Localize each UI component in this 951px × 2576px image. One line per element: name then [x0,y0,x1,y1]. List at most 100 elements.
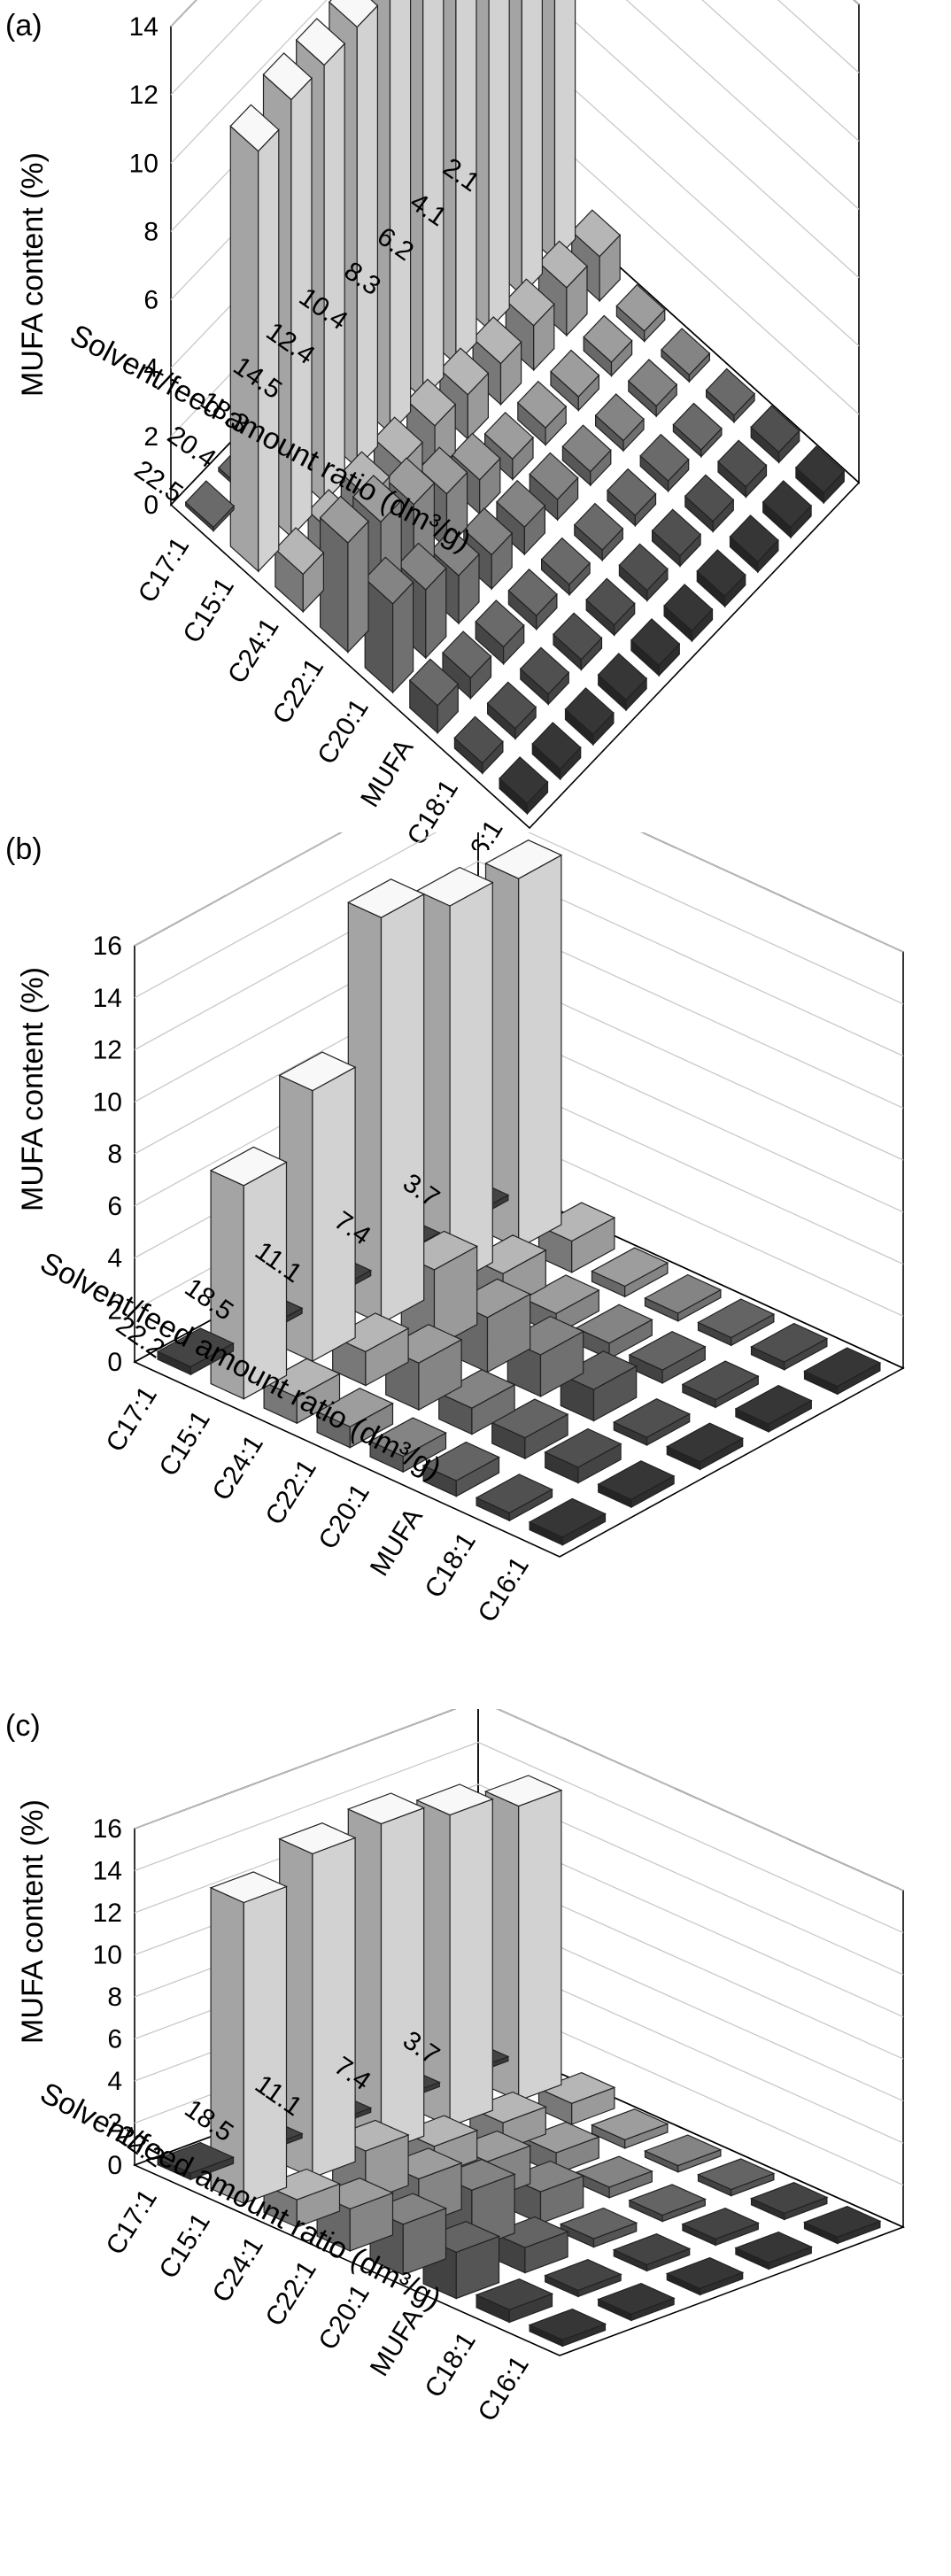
bar-C24:1-18.5 [491,1398,569,1460]
bar-C24:1-3.7 [697,1298,776,1347]
chart-c-y-axis-title: MUFA content (%) [16,1799,50,2044]
bar-C15:1-22.2 [475,2278,554,2324]
bar-C22:1-22.5 [364,556,414,694]
chart-b-ytick-label: 6 [107,1192,122,1221]
bar-C15:1-10.4 [618,543,669,602]
chart-c-ytick-label: 10 [93,1941,122,1970]
chart-b-ytick-label: 2 [107,1296,122,1325]
chart-b-ytick-label: 0 [107,1348,122,1377]
bar-C24:1-7.4 [628,1331,707,1384]
chart-c-panel-label: (c) [5,1709,41,1743]
bar-C15:1-22.5 [453,716,504,775]
bar-C22:1-10.4 [529,452,579,522]
bar-C17:1-20.4 [531,722,582,781]
bar-C24:1-22.2 [421,1441,500,1497]
chart-a-ytick-label: 0 [143,491,158,520]
chart-a-gridline-10 [170,0,860,164]
bar-C24:1-20.4 [442,630,492,700]
bar-C24:1-6.2 [639,433,690,493]
bar-MUFA-22.5 [274,527,325,614]
chart-c-acid-tick-label: C18:1 [420,2327,482,2402]
chart-b-gridline-14 [134,832,904,1005]
bar-C15:1-14.5 [553,612,603,671]
chart-b-ytick-label: 8 [107,1140,122,1169]
chart-a-ytick-label: 4 [143,354,158,383]
chart-b-acid-tick-label: C22:1 [260,1454,322,1529]
chart-b-y-axis-title: MUFA content (%) [16,967,50,1211]
chart-a-svg: 024681012142.14.16.28.310.412.414.518.32… [5,0,861,850]
chart-b-gridline-12 [134,860,904,1057]
chart-b-svg: 02468101214163.77.411.118.522.2C17:1C15:… [5,832,905,1628]
bar-C17:1-18.5 [597,1460,676,1509]
bar-C18:1-18.5 [278,1822,357,2179]
chart-b-ytick-label: 10 [93,1087,122,1117]
chart-b-acid-tick-label: C16:1 [473,1551,535,1627]
chart-a-ytick-label: 6 [143,286,158,315]
chart-c-ytick-label: 4 [107,2067,122,2096]
chart-a-acid-tick-label: MUFA [355,734,419,812]
bar-C17:1-8.3 [696,549,746,608]
bar-C17:1-18.5 [597,2282,676,2322]
chart-b-ytick-label: 16 [93,932,122,961]
bar-C15:1-6.2 [684,474,735,533]
bar-C16:1-22.2 [156,1327,235,1376]
bar-MUFA-3.7 [537,2071,616,2125]
chart-c-ytick-label: 12 [93,1899,122,1928]
chart-a-panel-label: (a) [5,9,43,43]
chart-a-ytick-label: 2 [143,422,158,452]
bar-C24:1-18.5 [491,2216,569,2274]
bar-C15:1-11.1 [612,2233,692,2272]
bar-C22:1-22.2 [368,1417,447,1474]
bar-C17:1-6.2 [729,514,779,574]
bar-C17:1-12.4 [630,618,681,677]
chart-a-acid-tick-label: C17:1 [133,532,195,607]
bar-C20:1-22.5 [319,495,369,654]
chart-panel-c: 0 2 4 6 8 10 12 14 16 3.7 7.4 11.1 18.5 22.2 C17:1 C15:… [0,1709,951,2559]
chart-a-ratio-tick-label: 22.5 [129,455,189,509]
bar-C15:1-12.4 [585,577,636,637]
bar-C15:1-3.7 [749,2182,829,2221]
chart-c-gridline-16 [134,1709,904,1891]
chart-c-svg: 02468101214163.77.411.118.522.2C17:1C15:… [5,1709,906,2426]
chart-c-gridline-12 [134,1783,904,1976]
bar-MUFA-6.2 [505,278,555,372]
chart-b-acid-tick-label: C17:1 [101,1381,163,1457]
bar-C17:1-11.1 [665,2256,745,2296]
bar-MUFA-22.2 [262,1358,341,1425]
bar-C15:1-18.5 [544,2259,622,2298]
chart-a-ytick-label: 10 [129,149,158,178]
chart-a-y-axis-title: MUFA content (%) [16,152,50,397]
bar-C22:1-4.1 [627,359,678,418]
chart-a-acid-tick-label: C20:1 [312,694,374,770]
bar-C24:1-11.1 [559,2207,638,2248]
bar-C17:1-22.2 [528,2308,607,2348]
chart-c-acid-tick-label: MUFA [365,2303,429,2381]
chart-c-acid-tick-label: C15:1 [154,2209,216,2284]
bar-C15:1-2.1 [750,405,800,464]
chart-c-gridline-14 [134,1741,904,1934]
chart-b-gridline-16 [134,832,904,953]
bar-C24:1-11.1 [559,1350,638,1422]
chart-c-bars [156,1775,882,2348]
bar-C24:1-10.4 [573,502,624,562]
chart-a-ytick-label: 12 [129,81,158,110]
bar-C15:1-18.5 [544,1427,622,1484]
bar-C15:1-20.4 [486,681,537,740]
chart-a-acid-tick-label: C15:1 [177,573,239,648]
chart-panel-b: 0 2 4 6 8 10 12 14 16 3.7 7.4 11.1 18.5 22.2 C17:1 C15:… [0,832,951,1683]
bar-MUFA-10.4 [439,347,490,441]
chart-b-bars [156,839,882,1546]
bar-C20:1-4.1 [583,314,633,377]
bar-C18:1-11.1 [346,1792,426,2154]
chart-b-acid-tick-label: C24:1 [207,1430,269,1505]
chart-c-ytick-label: 8 [107,1983,122,2012]
bar-C24:1-22.5 [408,658,460,735]
chart-panel-a: 0 2 4 6 8 10 12 14 2.1 4.1 6.2 8.3 10.4 12.4 14.5 18.3 2… [0,0,951,850]
chart-a-ytick-label: 14 [129,12,158,42]
bar-MUFA-12.4 [406,378,457,476]
bar-MUFA-4.1 [537,240,588,337]
bar-C24:1-2.1 [705,367,755,424]
bar-C17:1-14.5 [597,653,647,712]
bar-C15:1-22.2 [475,1474,553,1522]
bar-C22:1-12.4 [496,479,546,556]
